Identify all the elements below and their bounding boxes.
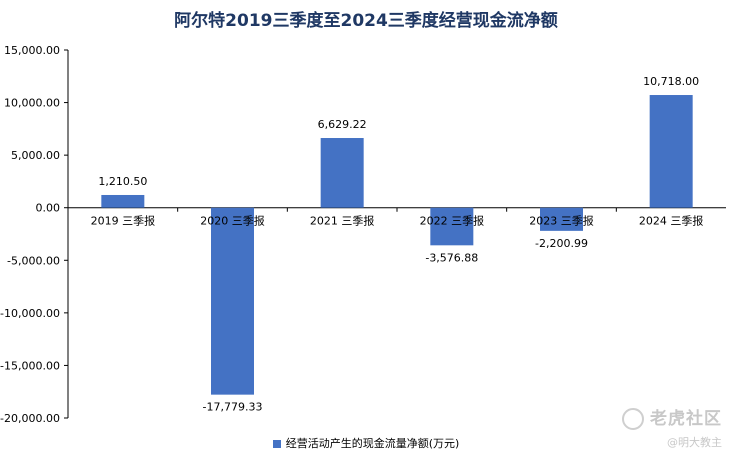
bar [320, 138, 364, 208]
bar [649, 95, 693, 208]
data-label: -3,576.88 [425, 251, 478, 264]
data-label: -2,200.99 [535, 237, 588, 250]
labels: 2019 三季报 1,210.50 2020 三季报 -17,779.33 2021 三… [91, 75, 704, 414]
watermark-logo-icon [622, 408, 644, 430]
y-tick-label: 0.00 [36, 202, 61, 215]
x-category-label: 2021 三季报 [310, 214, 375, 228]
legend-label: 经营活动产生的现金流量净额(万元) [285, 437, 460, 450]
x-category-label: 2019 三季报 [91, 214, 156, 228]
watermark-main-text: 老虎社区 [650, 409, 722, 429]
y-tick-label: 15,000.00 [4, 44, 60, 57]
x-category-label: 2024 三季报 [639, 214, 704, 228]
watermark-main: 老虎社区 [622, 404, 722, 430]
data-label: -17,779.33 [203, 401, 263, 414]
data-label: 10,718.00 [643, 75, 699, 88]
y-tick-label: 10,000.00 [4, 97, 60, 110]
bars [101, 95, 693, 395]
legend-swatch [272, 440, 281, 448]
x-category-label: 2022 三季报 [420, 214, 485, 228]
axes: 15,000.00 10,000.00 5,000.00 0.00 -5,000.00 -… [0, 44, 726, 425]
y-tick-label: -20,000.00 [0, 412, 60, 425]
y-tick-label: 5,000.00 [11, 149, 60, 162]
y-tick-label: -15,000.00 [0, 359, 60, 372]
x-category-label: 2020 三季报 [200, 214, 265, 228]
legend: 经营活动产生的现金流量净额(万元) [0, 435, 732, 451]
bar [211, 207, 254, 395]
bar [101, 194, 145, 208]
data-label: 6,629.22 [318, 118, 367, 131]
x-category-label: 2023 三季报 [529, 214, 594, 228]
y-tick-label: -5,000.00 [7, 254, 60, 267]
bar [430, 207, 474, 246]
chart-title: 阿尔特2019三季度至2024三季度经营现金流净额 [174, 11, 558, 31]
y-tick-label: -10,000.00 [0, 307, 60, 320]
watermark-sub: @明大教主 [667, 436, 722, 449]
watermark: 老虎社区 @明大教主 [622, 404, 722, 450]
data-label: 1,210.50 [98, 175, 147, 188]
bar [540, 207, 583, 231]
